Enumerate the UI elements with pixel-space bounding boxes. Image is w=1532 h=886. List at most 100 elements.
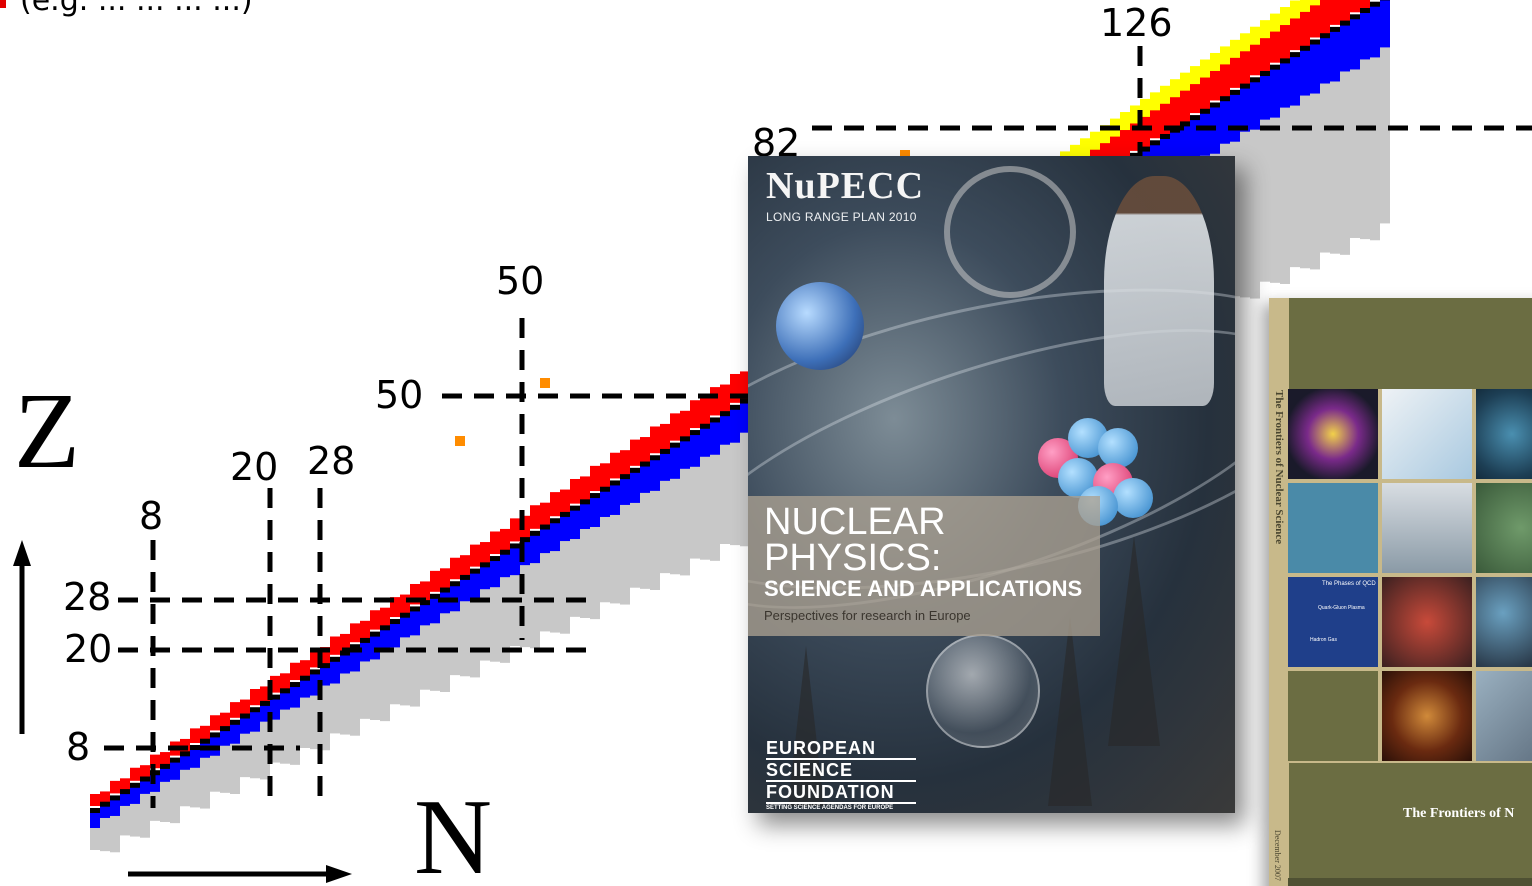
neutron-rich-cell [160, 765, 170, 782]
fission-cell [455, 436, 465, 446]
stable-nucleus-cell [1290, 52, 1300, 58]
proton-rich-cell [270, 675, 280, 693]
neutron-rich-cell [1270, 66, 1280, 118]
neutron-rich-cell [250, 709, 260, 732]
predicted-cell [600, 512, 610, 603]
neutron-rich-cell [290, 684, 300, 708]
stable-nucleus-cell [1180, 121, 1190, 127]
stable-nucleus-cell [160, 763, 170, 769]
frontiers-title: The Frontiers of N [1403, 806, 1515, 821]
neutron-rich-cell [530, 532, 540, 564]
esf-line: FOUNDATION [766, 782, 916, 804]
proton-rich-cell [660, 423, 670, 451]
alpha-decay-cell [1230, 39, 1240, 58]
stable-nucleus-cell [570, 505, 580, 511]
alpha-decay-cell [1130, 105, 1140, 124]
proton-rich-cell [730, 373, 740, 403]
proton-rich-cell [1160, 95, 1170, 136]
predicted-cell [630, 494, 640, 588]
neutron-rich-cell [1250, 79, 1260, 130]
proton-rich-cell [110, 780, 120, 794]
alpha-decay-cell [1210, 52, 1220, 71]
predicted-cell [610, 506, 620, 604]
proton-rich-cell [350, 623, 360, 643]
proton-rich-cell [230, 702, 240, 718]
predicted-cell [170, 771, 180, 824]
neutron-rich-cell [320, 665, 330, 686]
proton-rich-cell [130, 767, 140, 781]
stable-nucleus-cell [590, 493, 600, 499]
stable-nucleus-cell [380, 625, 390, 631]
neutron-rich-cell [460, 576, 470, 602]
magic-n-20: 20 [230, 445, 279, 489]
planet-sphere-illustration [776, 282, 864, 370]
neutron-rich-cell [1200, 110, 1210, 156]
neutron-rich-cell [620, 476, 630, 505]
stable-nucleus-cell [470, 568, 480, 574]
power-pylon-illustration [788, 646, 824, 806]
proton-rich-cell [1330, 0, 1340, 25]
proton-rich-cell [1250, 32, 1260, 76]
predicted-cell [350, 663, 360, 736]
proton-rich-cell [1180, 82, 1190, 124]
stable-nucleus-cell [300, 675, 310, 681]
stable-nucleus-cell [520, 537, 530, 543]
neutron-rich-cell [1360, 10, 1370, 60]
esf-line: SCIENCE [766, 760, 916, 782]
grid-image [1476, 483, 1532, 573]
neutron-rich-cell [400, 614, 410, 638]
neutron-rich-cell [380, 627, 390, 650]
esf-logo: EUROPEAN SCIENCE FOUNDATION SETTING SCIE… [766, 738, 916, 812]
proton-rich-cell [1150, 98, 1160, 139]
predicted-cell [200, 753, 210, 809]
proton-rich-cell [300, 660, 310, 678]
proton-rich-cell [460, 555, 470, 577]
neutron-rich-cell [1340, 22, 1350, 72]
long-range-plan-label: LONG RANGE PLAN 2010 [766, 210, 917, 224]
proton-rich-cell [260, 686, 270, 703]
proton-rich-cell [1170, 85, 1180, 126]
predicted-cell [1320, 79, 1330, 253]
proton-rich-cell [150, 754, 160, 769]
stable-nucleus-cell [120, 789, 130, 795]
neutron-rich-cell [680, 438, 690, 469]
neutron-rich-cell [300, 677, 310, 698]
proton-rich-cell [590, 465, 600, 492]
qcd-phases-label: The Phases of QCD [1322, 581, 1376, 587]
stable-nucleus-cell [400, 612, 410, 618]
grid-image [1476, 671, 1532, 761]
neutron-rich-cell [720, 413, 730, 445]
predicted-cell [1380, 43, 1390, 224]
neutron-rich-cell [1320, 35, 1330, 84]
proton-rich-cell [710, 387, 720, 416]
spine-date: December 2007 [1273, 830, 1282, 881]
proton-rich-cell [520, 515, 530, 540]
neutron-rich-cell [1180, 123, 1190, 168]
proton-rich-cell [100, 791, 110, 804]
neutron-rich-cell [330, 658, 340, 684]
stable-nucleus-cell [730, 404, 740, 410]
predicted-cell [1260, 115, 1270, 282]
proton-rich-cell [670, 413, 680, 441]
neutron-rich-cell [470, 570, 480, 600]
stable-nucleus-cell [450, 581, 460, 587]
magic-n-126: 126 [1100, 1, 1173, 45]
neutron-rich-cell [450, 583, 460, 612]
stable-nucleus-cell [140, 776, 150, 782]
neutron-rich-cell [550, 520, 560, 552]
predicted-cell [160, 777, 170, 822]
grid-image [1288, 483, 1378, 573]
qgp-label: Quark-Gluon Plasma [1318, 605, 1365, 611]
predicted-cell [1290, 97, 1300, 268]
stable-nucleus-cell [1280, 58, 1290, 64]
neutron-rich-cell [1310, 41, 1320, 94]
predicted-cell [110, 807, 120, 853]
stable-nucleus-cell [310, 669, 320, 675]
predicted-cell [730, 434, 740, 546]
stable-nucleus-cell [560, 511, 570, 517]
stable-nucleus-cell [660, 448, 670, 454]
proton-rich-cell [200, 725, 210, 741]
predicted-cell [310, 687, 320, 750]
neutron-rich-cell [1240, 85, 1250, 132]
magic-number-lines [104, 46, 1532, 808]
